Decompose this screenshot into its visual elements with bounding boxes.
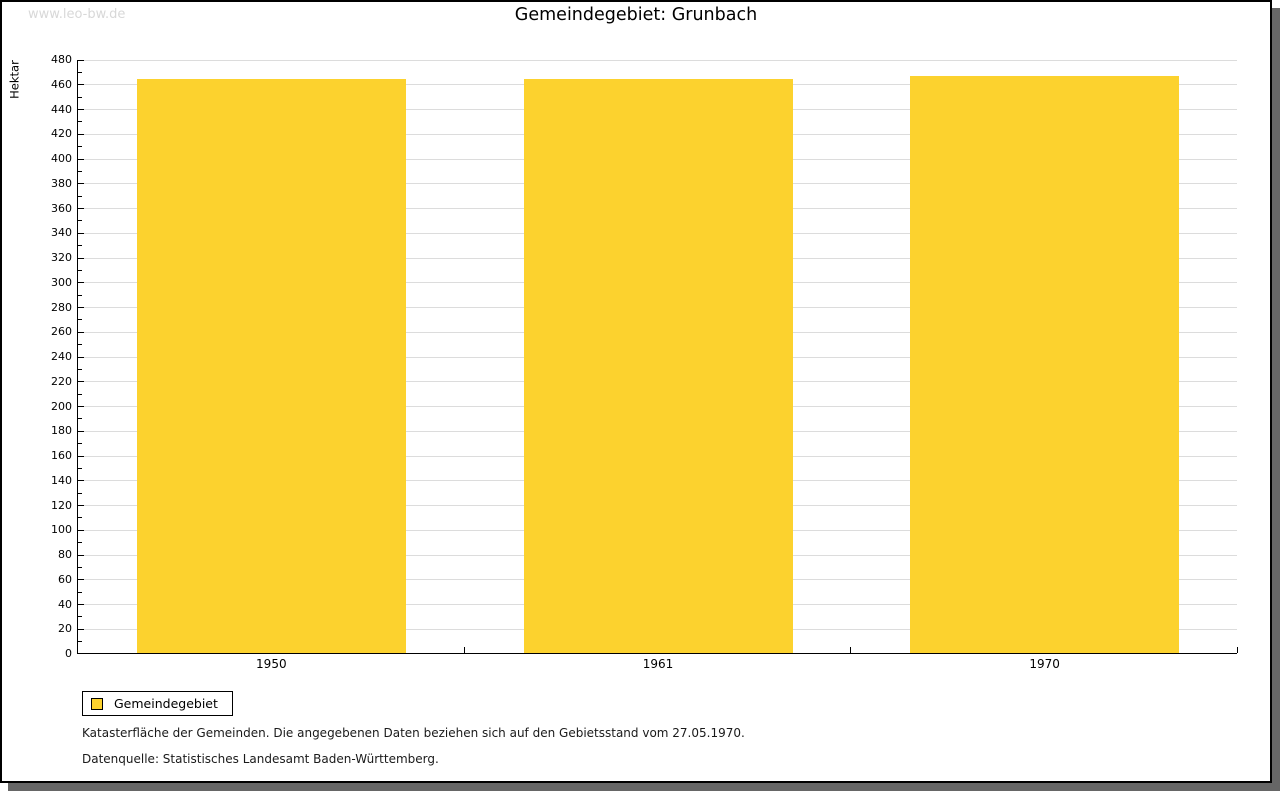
y-axis-tick-label: 120 — [51, 498, 72, 512]
y-axis-tick-label: 300 — [51, 275, 72, 289]
y-axis-minor-tick — [78, 418, 82, 420]
legend-swatch-icon — [91, 697, 103, 710]
bar — [137, 78, 406, 653]
y-axis-major-tick — [78, 356, 84, 358]
y-axis-major-tick — [78, 554, 84, 556]
y-axis-minor-tick — [78, 71, 82, 73]
y-axis-minor-tick — [78, 344, 82, 346]
y-axis-tick-label: 440 — [51, 102, 72, 116]
y-axis-minor-tick — [78, 195, 82, 197]
y-axis-major-tick — [78, 232, 84, 234]
y-axis-tick-label: 320 — [51, 251, 72, 264]
footnote-datenquelle: Datenquelle: Statistisches Landesamt Bad… — [82, 752, 439, 766]
y-axis-tick-label: 140 — [51, 473, 72, 487]
y-axis-major-tick — [78, 257, 84, 259]
y-axis-minor-tick — [78, 542, 82, 544]
y-axis-tick-label: 340 — [51, 226, 72, 240]
y-axis-minor-tick — [78, 566, 82, 568]
y-axis-tick-label: 60 — [58, 572, 72, 586]
y-axis-tick-label: 40 — [58, 597, 72, 611]
y-axis-major-tick — [78, 84, 84, 86]
y-axis-tick-label: 180 — [51, 424, 72, 438]
y-axis-tick-label: 420 — [51, 127, 72, 141]
y-axis-minor-tick — [78, 591, 82, 593]
x-axis-tick — [850, 647, 851, 653]
y-axis-tick-label: 260 — [51, 325, 72, 339]
y-axis-tick-label: 360 — [51, 201, 72, 215]
y-axis-minor-tick — [78, 121, 82, 123]
y-axis-tick-label: 220 — [51, 374, 72, 388]
y-axis-minor-tick — [78, 170, 82, 172]
gridline — [78, 59, 1237, 61]
x-category-label: 1970 — [1029, 657, 1060, 671]
y-axis-minor-tick — [78, 393, 82, 395]
y-axis-minor-tick — [78, 492, 82, 494]
y-axis-major-tick — [78, 331, 84, 333]
y-axis-minor-tick — [78, 616, 82, 618]
y-axis-major-tick — [78, 579, 84, 581]
y-axis-minor-tick — [78, 269, 82, 271]
x-axis-tick — [464, 647, 465, 653]
y-axis-minor-tick — [78, 146, 82, 148]
x-axis-tick — [1237, 647, 1238, 653]
y-axis-major-tick — [78, 430, 84, 432]
y-axis-minor-tick — [78, 319, 82, 321]
legend: Gemeindegebiet — [82, 691, 233, 716]
y-axis-tick-label: 20 — [58, 622, 72, 636]
y-axis-minor-tick — [78, 443, 82, 445]
y-axis-major-tick — [78, 158, 84, 160]
y-axis-tick-label: 280 — [51, 300, 72, 314]
y-axis-major-tick — [78, 455, 84, 457]
y-axis-minor-tick — [78, 517, 82, 519]
y-axis-tick-label: 80 — [58, 548, 72, 561]
y-axis-major-tick — [78, 529, 84, 531]
x-category-label: 1950 — [256, 657, 287, 671]
y-axis-major-tick — [78, 208, 84, 209]
y-axis-minor-tick — [78, 641, 82, 643]
y-axis-tick-label: 100 — [51, 523, 72, 537]
y-axis-major-tick — [78, 183, 84, 185]
bar — [910, 76, 1179, 653]
y-axis-tick-label: 400 — [51, 152, 72, 165]
watermark: www.leo-bw.de — [28, 7, 126, 22]
plot-area: 0 20 40 60 80 100 120 140 160 180 200 220 240 260 280 3… — [51, 53, 1238, 671]
y-axis-major-tick — [78, 628, 84, 630]
y-axis-title: Hektar — [7, 60, 22, 99]
legend-label: Gemeindegebiet — [114, 696, 218, 711]
y-axis-minor-tick — [78, 245, 82, 247]
y-axis-major-tick — [78, 307, 84, 308]
y-axis-major-tick — [78, 604, 84, 605]
y-axis-major-tick — [78, 505, 84, 506]
x-category-label: 1961 — [642, 657, 674, 671]
y-axis-minor-tick — [78, 467, 82, 469]
y-axis-tick-label: 200 — [51, 399, 72, 413]
y-axis-tick-label: 480 — [51, 53, 72, 66]
footnote-gebietsstand: Katasterfläche der Gemeinden. Die angege… — [82, 726, 745, 740]
y-axis-major-tick — [78, 381, 84, 383]
y-axis-major-tick — [78, 480, 84, 482]
y-axis-minor-tick — [78, 294, 82, 296]
y-axis-tick-label: 160 — [51, 449, 72, 462]
chart-title: Gemeindegebiet: Grunbach — [514, 5, 758, 25]
y-axis-major-tick — [78, 133, 84, 135]
y-axis-minor-tick — [78, 220, 82, 222]
y-axis-minor-tick — [78, 96, 82, 98]
y-axis-tick-label: 460 — [51, 77, 72, 91]
y-axis-major-tick — [78, 109, 84, 110]
y-axis-minor-tick — [78, 368, 82, 370]
y-axis-tick-label: 0 — [65, 647, 72, 660]
y-axis-major-tick — [78, 406, 84, 407]
y-axis-major-tick — [78, 282, 84, 284]
bar — [524, 78, 793, 653]
y-axis-tick-label: 240 — [51, 350, 72, 363]
y-axis-major-tick — [78, 59, 84, 61]
y-axis-tick-label: 380 — [51, 176, 72, 190]
